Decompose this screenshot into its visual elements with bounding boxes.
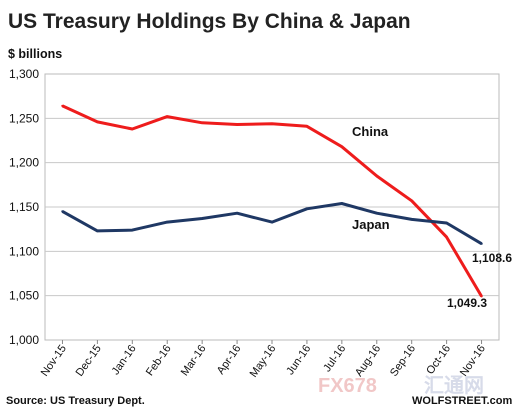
data-point-china (305, 125, 309, 128)
data-point-china (131, 127, 134, 131)
y-tick-label: 1,300 (9, 67, 39, 81)
x-tick-label: Jan-16 (110, 343, 139, 377)
source-note: Source: US Treasury Dept. (6, 395, 145, 407)
data-point-japan (61, 210, 64, 213)
chart-title: US Treasury Holdings By China & Japan (8, 10, 411, 33)
data-point-china (480, 295, 483, 298)
data-point-japan (166, 220, 169, 224)
data-point-china (200, 121, 204, 124)
data-point-japan (200, 217, 204, 220)
data-point-japan (96, 229, 99, 233)
data-point-china (96, 120, 99, 124)
y-tick-label: 1,100 (9, 244, 39, 258)
y-tick-label: 1,150 (9, 200, 39, 214)
y-tick-label: 1,200 (9, 156, 39, 170)
y-tick-label: 1,250 (9, 111, 39, 125)
data-point-china (340, 145, 344, 148)
x-tick-label: Oct-16 (424, 343, 453, 377)
data-point-china (445, 235, 448, 239)
x-tick-label: May-16 (248, 343, 279, 380)
y-tick-label: 1,050 (9, 289, 39, 303)
x-axis-ticks: Nov-15 Dec-15 Jan-16 Feb-16 Mar-16 Apr-16 May-… (39, 340, 488, 380)
data-point-china (410, 199, 413, 202)
data-point-china (235, 123, 239, 126)
y-axis-ticks: 1,000 1,050 1,100 1,150 1,200 1,250 1,300 (9, 67, 39, 347)
x-tick-label: Mar-16 (179, 343, 209, 378)
data-point-japan (445, 221, 448, 225)
credit-note: WOLFSTREET.com (412, 395, 512, 407)
x-tick-label: Dec-15 (74, 343, 104, 379)
data-point-china (61, 104, 64, 108)
series-label-china: China (352, 124, 389, 139)
watermark-fx678: FX678 (318, 375, 377, 397)
series-lines (61, 104, 483, 298)
data-point-japan (305, 207, 309, 210)
watermark-huitong: 汇通网 (424, 374, 484, 397)
x-tick-label: Apr-16 (215, 343, 244, 377)
x-tick-label: Jun-16 (284, 343, 313, 377)
data-point-japan (410, 218, 413, 221)
x-tick-label: Jul-16 (321, 343, 348, 374)
series-label-japan: Japan (352, 217, 390, 232)
gridlines (45, 117, 499, 297)
data-point-china (270, 122, 274, 125)
series-line-china (61, 104, 483, 298)
y-tick-label: 1,000 (9, 333, 39, 347)
x-tick-label: Feb-16 (144, 343, 174, 378)
data-point-japan (270, 220, 274, 224)
data-point-japan (340, 202, 344, 205)
data-label-japan-last: 1,108.6 (472, 251, 512, 265)
y-axis-label: $ billions (8, 47, 62, 61)
data-point-japan (480, 242, 483, 245)
data-point-china (375, 174, 378, 178)
data-point-china (166, 115, 169, 118)
data-point-japan (235, 212, 239, 215)
x-tick-label: Nov-16 (458, 343, 488, 379)
data-label-china-last: 1,049.3 (447, 296, 487, 310)
x-tick-label: Sep-16 (388, 343, 418, 379)
x-tick-label: Nov-15 (39, 343, 69, 379)
x-tick-label: Aug-16 (353, 343, 383, 379)
data-point-japan (131, 228, 134, 232)
data-point-japan (375, 212, 378, 215)
